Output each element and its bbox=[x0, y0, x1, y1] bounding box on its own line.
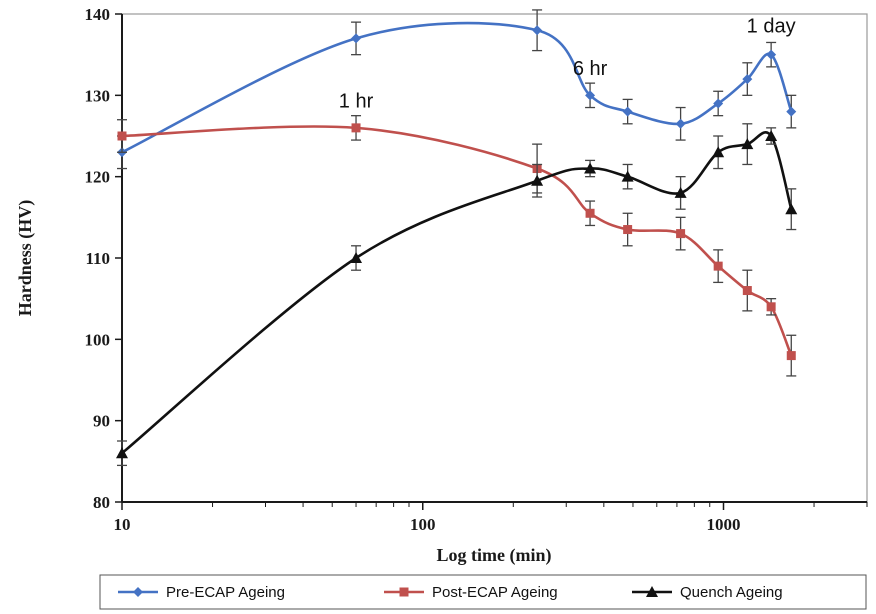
axis-tick-labels: 80 90 100 110 120 130 140 10 100 1000 bbox=[85, 5, 741, 534]
data-point bbox=[765, 130, 778, 141]
legend-entry: Pre-ECAP Ageing bbox=[118, 584, 285, 601]
y-tick-label: 120 bbox=[85, 168, 111, 187]
data-point bbox=[623, 225, 633, 235]
legend-box bbox=[99, 574, 867, 610]
data-point bbox=[351, 123, 361, 133]
data-point bbox=[621, 170, 634, 182]
legend-items: Pre-ECAP Ageing Post-ECAP Ageing Quench Ag… bbox=[118, 584, 783, 601]
annotation-label: 6 hr bbox=[573, 58, 608, 80]
legend-label: Pre-ECAP Ageing bbox=[166, 584, 285, 601]
legend-marker bbox=[399, 587, 409, 597]
data-point bbox=[351, 33, 362, 44]
data-point bbox=[786, 351, 796, 361]
data-point bbox=[622, 106, 633, 117]
series-pre-ecap-ageing bbox=[117, 9, 797, 170]
data-point bbox=[713, 261, 723, 271]
data-point bbox=[675, 118, 686, 129]
data-point bbox=[584, 162, 597, 174]
data-point bbox=[785, 203, 798, 215]
annotations: 1 hr 6 hr 1 day bbox=[339, 16, 796, 113]
x-tick-label: 100 bbox=[410, 515, 436, 534]
legend-entry: Post-ECAP Ageing bbox=[384, 584, 558, 601]
axis-ticks bbox=[115, 13, 868, 510]
data-point bbox=[742, 74, 753, 85]
data-point bbox=[585, 208, 595, 218]
annotation-label: 1 hr bbox=[339, 91, 374, 113]
y-tick-label: 140 bbox=[85, 5, 111, 24]
data-point bbox=[585, 90, 596, 101]
data-point bbox=[676, 229, 686, 239]
legend-entry: Quench Ageing bbox=[632, 584, 783, 601]
data-point bbox=[766, 302, 776, 312]
y-tick-label: 80 bbox=[93, 493, 110, 512]
data-point bbox=[117, 131, 127, 141]
x-tick-label: 1000 bbox=[707, 515, 741, 534]
legend-label: Post-ECAP Ageing bbox=[432, 584, 558, 601]
data-point bbox=[713, 98, 724, 109]
y-tick-label: 110 bbox=[85, 249, 110, 268]
legend: Pre-ECAP Ageing Post-ECAP Ageing Quench Ag… bbox=[99, 574, 867, 610]
data-point bbox=[766, 49, 777, 60]
data-point bbox=[531, 174, 544, 186]
legend-marker bbox=[646, 586, 658, 597]
legend-label: Quench Ageing bbox=[680, 584, 783, 601]
series-layer bbox=[116, 9, 798, 467]
series-line bbox=[121, 131, 793, 455]
y-tick-label: 90 bbox=[93, 412, 110, 431]
data-point bbox=[674, 186, 687, 198]
series-quench-ageing bbox=[116, 123, 798, 467]
data-point bbox=[712, 146, 725, 158]
data-point bbox=[742, 286, 752, 296]
x-axis-title: Log time (min) bbox=[437, 545, 552, 566]
y-tick-label: 130 bbox=[85, 86, 111, 105]
y-tick-label: 100 bbox=[85, 330, 111, 349]
data-point bbox=[532, 25, 543, 36]
data-point bbox=[786, 106, 797, 117]
annotation-label: 1 day bbox=[747, 16, 796, 38]
data-point bbox=[350, 252, 363, 263]
data-point bbox=[116, 447, 128, 459]
data-point bbox=[741, 138, 754, 150]
x-tick-label: 10 bbox=[114, 515, 131, 534]
y-axis-title: Hardness (HV) bbox=[15, 200, 36, 317]
legend-marker bbox=[133, 587, 143, 597]
